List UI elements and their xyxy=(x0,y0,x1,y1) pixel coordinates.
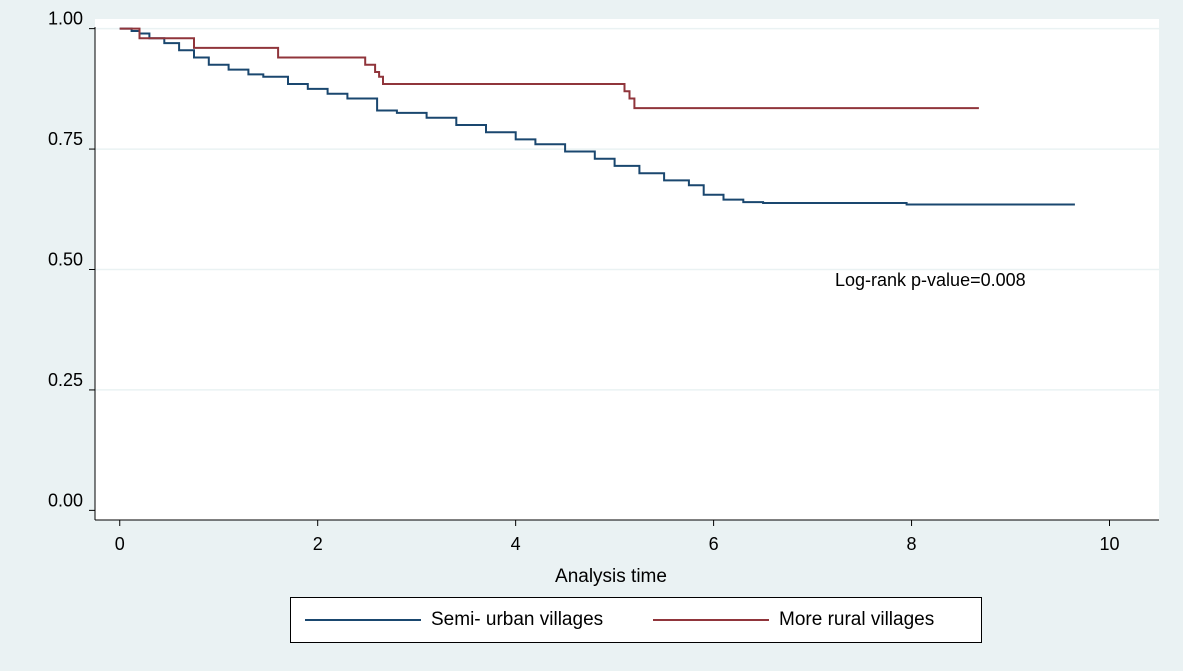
y-tick-label: 1.00 xyxy=(48,9,83,29)
x-tick-label: 2 xyxy=(313,534,323,554)
y-tick-label: 0.25 xyxy=(48,370,83,390)
legend-swatch-semi-urban xyxy=(305,619,421,621)
series-layer xyxy=(119,27,1075,206)
y-tick-label: 0.00 xyxy=(48,490,83,510)
series-line-more-rural xyxy=(119,27,979,110)
legend-entry-semi-urban: Semi- urban villages xyxy=(305,598,603,642)
legend-entry-more-rural: More rural villages xyxy=(653,598,934,642)
y-axis: 0.00 0.25 0.50 0.75 1.00 xyxy=(48,9,96,520)
series-line-semi-urban xyxy=(119,27,1075,206)
x-tick-label: 0 xyxy=(115,534,125,554)
legend: Semi- urban villages More rural villages xyxy=(290,597,982,643)
annotation-text: Log-rank p-value=0.008 xyxy=(835,270,1026,290)
x-axis: 0 2 4 6 8 10 xyxy=(95,519,1159,554)
legend-label-more-rural: More rural villages xyxy=(779,609,935,630)
x-tick-label: 4 xyxy=(511,534,521,554)
x-tick-label: 6 xyxy=(709,534,719,554)
legend-swatch-more-rural xyxy=(653,619,769,621)
gridlines xyxy=(95,27,1159,391)
x-tick-label: 10 xyxy=(1099,534,1119,554)
y-tick-label: 0.75 xyxy=(48,129,83,149)
x-axis-label: Analysis time xyxy=(555,566,667,587)
legend-label-semi-urban: Semi- urban villages xyxy=(431,609,604,630)
x-tick-label: 8 xyxy=(907,534,917,554)
y-tick-label: 0.50 xyxy=(48,250,83,270)
